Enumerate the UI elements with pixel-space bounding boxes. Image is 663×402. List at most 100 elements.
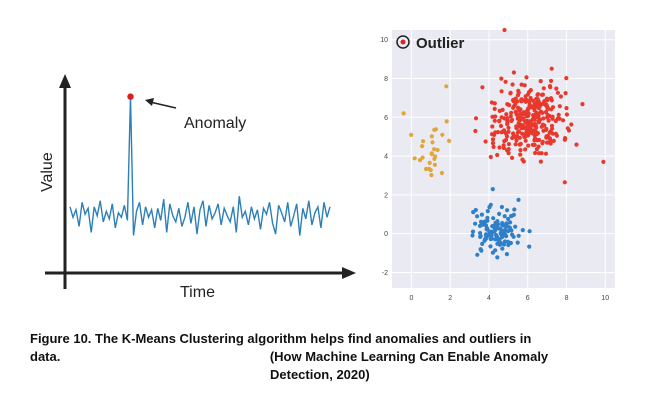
caption-line-2: data. (How Machine Learning Can Enable A… — [30, 349, 549, 364]
scatter-point — [512, 207, 517, 212]
scatter-point — [489, 132, 495, 137]
scatter-point — [523, 112, 528, 117]
scatter-point — [427, 160, 432, 165]
scatter-point — [518, 148, 523, 153]
scatter-point — [500, 246, 505, 251]
scatter-point — [499, 204, 504, 210]
scatter-chart: 0 2 4 6 8 10 -2 0 2 4 6 8 10 Outlier — [380, 27, 615, 302]
scatter-point — [520, 98, 525, 103]
scatter-point — [508, 91, 513, 96]
scatter-point — [479, 248, 484, 253]
scatter-point — [491, 144, 496, 149]
scatter-point — [564, 106, 569, 111]
scatter-point — [478, 231, 483, 236]
scatter-point — [485, 227, 490, 232]
x-tick-label: 10 — [601, 295, 609, 302]
scatter-point — [409, 132, 414, 137]
scatter-point — [480, 85, 485, 90]
scatter-point — [499, 89, 504, 94]
scatter-point — [536, 144, 541, 149]
scatter-point — [523, 97, 528, 102]
scatter-point — [526, 143, 531, 148]
scatter-point — [497, 237, 502, 242]
scatter-point — [520, 131, 525, 136]
scatter-point — [435, 147, 440, 153]
scatter-point — [524, 126, 529, 132]
scatter-point — [563, 91, 568, 96]
scatter-point — [518, 111, 523, 117]
scatter-point — [420, 155, 425, 160]
scatter-point — [432, 147, 437, 152]
scatter-point — [528, 88, 533, 93]
scatter-point — [550, 114, 555, 119]
scatter-point — [544, 126, 549, 132]
scatter-point — [555, 90, 560, 95]
scatter-point — [541, 116, 546, 121]
anomaly-arrow — [145, 98, 177, 109]
time-axis — [45, 267, 356, 279]
scatter-point — [493, 220, 498, 225]
scatter-point — [542, 99, 547, 104]
scatter-point — [536, 119, 541, 124]
legend: Outlier — [396, 35, 465, 52]
scatter-point — [429, 134, 434, 139]
y-tick-label: -2 — [382, 270, 388, 277]
x-tick-label: 8 — [565, 295, 569, 302]
scatter-point — [516, 88, 521, 93]
scatter-point — [505, 122, 510, 127]
scatter-point — [515, 240, 520, 245]
scatter-point — [553, 118, 558, 124]
scatter-point — [517, 108, 522, 113]
scatter-point — [562, 180, 567, 185]
scatter-point — [549, 66, 554, 71]
scatter-point — [527, 121, 532, 126]
scatter-point — [473, 221, 478, 226]
scatter-point — [492, 118, 497, 123]
scatter-point — [489, 236, 494, 241]
scatter-point — [493, 114, 498, 119]
scatter-point — [505, 102, 510, 107]
scatter-point — [538, 79, 543, 84]
scatter-point — [508, 114, 513, 119]
scatter-point — [481, 219, 487, 224]
scatter-point — [536, 98, 541, 103]
scatter-point — [473, 207, 478, 213]
scatter-point — [490, 141, 496, 146]
scatter-point — [527, 244, 532, 249]
scatter-point — [447, 138, 452, 143]
time-series-line — [69, 96, 331, 236]
scatter-point — [523, 147, 528, 152]
y-tick-label: 4 — [384, 154, 388, 161]
scatter-point — [432, 156, 437, 161]
scatter-point — [539, 92, 544, 97]
y-tick-label: 2 — [384, 192, 388, 199]
scatter-point — [485, 209, 490, 214]
scatter-point — [497, 108, 502, 113]
scatter-point — [544, 135, 549, 140]
scatter-point — [517, 118, 523, 123]
scatter-point — [569, 122, 574, 127]
scatter-point — [506, 125, 511, 130]
scatter-point — [527, 99, 532, 104]
scatter-point — [553, 131, 558, 136]
scatter-point — [509, 214, 514, 219]
scatter-point — [510, 82, 515, 87]
legend-marker-dot — [400, 39, 406, 45]
scatter-point — [497, 145, 502, 150]
scatter-point — [492, 228, 497, 233]
scatter-point — [551, 138, 556, 143]
scatter-point — [554, 86, 559, 91]
scatter-point — [538, 159, 543, 164]
scatter-point — [580, 102, 585, 107]
scatter-point — [401, 111, 406, 116]
scatter-point — [475, 252, 480, 257]
scatter-point — [492, 106, 497, 111]
scatter-point — [532, 142, 537, 147]
x-axis-label: Time — [180, 284, 215, 301]
scatter-point — [531, 98, 536, 103]
anomaly-label: Anomaly — [184, 115, 246, 132]
scatter-point — [532, 115, 537, 120]
time-series-chart: Anomaly Time Value — [39, 74, 356, 301]
scatter-point — [524, 75, 529, 80]
scatter-point — [527, 102, 532, 107]
